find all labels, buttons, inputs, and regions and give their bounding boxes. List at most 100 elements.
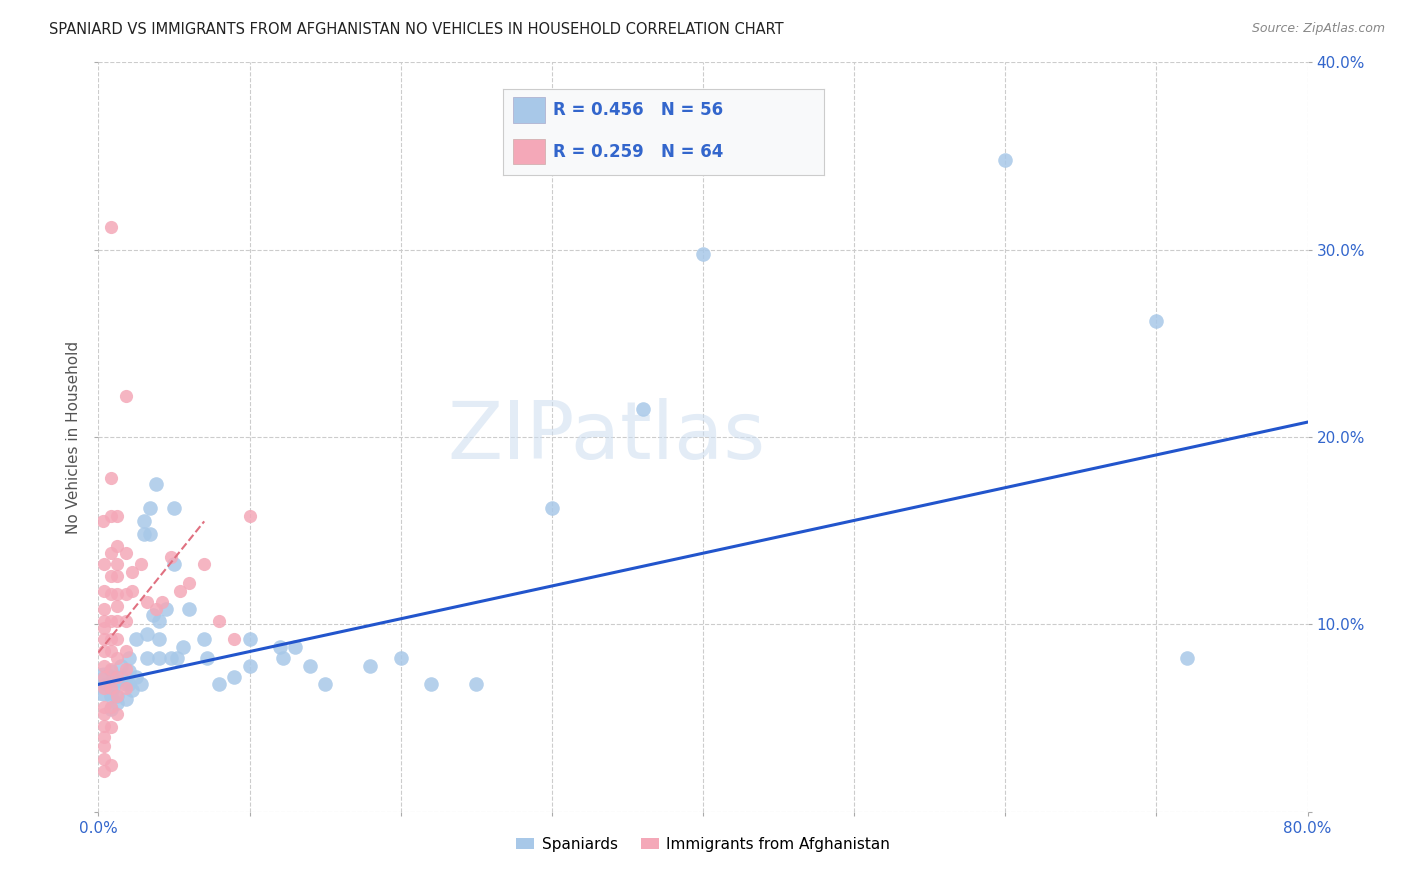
Point [193,558,215,572]
Point [93,752,115,766]
Point [105,568,128,582]
Point [100,721,122,735]
Point [132,514,155,528]
Point [114,389,136,403]
Point [239,658,262,673]
Point [105,632,128,647]
Point [169,583,191,598]
Point [129,558,152,572]
Point [105,651,128,665]
Point [100,699,122,714]
Point [172,640,194,654]
Point [100,632,122,647]
Point [1144,314,1167,328]
Text: ZIPatlas: ZIPatlas [447,398,765,476]
Point [166,651,188,665]
Point [145,602,167,616]
Point [142,608,165,623]
Point [195,651,218,665]
Point [114,614,136,628]
Point [150,595,173,609]
Point [105,689,128,703]
Point [125,670,148,684]
Point [163,501,186,516]
Point [540,501,562,516]
Point [118,651,141,665]
Point [631,401,654,416]
Point [105,539,128,553]
Point [114,587,136,601]
Point [110,658,132,673]
Point [91,514,114,528]
Point [360,658,382,673]
Point [139,501,162,516]
Point [145,476,167,491]
Point [994,153,1017,167]
Point [271,651,294,665]
Text: SPANIARD VS IMMIGRANTS FROM AFGHANISTAN NO VEHICLES IN HOUSEHOLD CORRELATION CHA: SPANIARD VS IMMIGRANTS FROM AFGHANISTAN … [49,22,783,37]
Point [93,583,115,598]
Point [125,632,148,647]
Point [139,527,162,541]
Point [100,643,122,657]
Point [148,651,170,665]
Y-axis label: No Vehicles in Household: No Vehicles in Household [66,341,82,533]
Point [208,677,231,691]
Point [100,681,122,695]
Point [93,602,115,616]
Point [239,632,262,647]
Point [100,758,122,772]
Point [121,683,143,698]
Point [100,587,122,601]
Point [148,614,170,628]
Point [148,632,170,647]
Point [114,546,136,560]
Point [135,626,157,640]
Point [100,664,122,679]
Point [100,471,122,485]
Point [135,595,157,609]
Point [114,677,136,691]
Point [93,658,115,673]
Point [93,558,115,572]
Point [93,643,115,657]
Point [179,602,201,616]
Point [299,658,322,673]
Point [93,621,115,635]
Point [114,662,136,676]
Point [100,689,122,703]
Point [224,670,246,684]
Point [193,632,215,647]
Point [1175,651,1198,665]
Point [105,558,128,572]
Point [163,558,186,572]
Point [179,576,201,591]
Legend: Spaniards, Immigrants from Afghanistan: Spaniards, Immigrants from Afghanistan [509,830,897,858]
Text: Source: ZipAtlas.com: Source: ZipAtlas.com [1251,22,1385,36]
Point [284,640,307,654]
Point [269,640,291,654]
Point [93,730,115,744]
Point [93,677,115,691]
Point [110,670,132,684]
Point [118,677,141,691]
Point [93,614,115,628]
Point [105,689,128,703]
Point [100,568,122,582]
Point [132,527,155,541]
Point [105,508,128,523]
Point [93,707,115,722]
Point [94,677,117,691]
Point [155,602,177,616]
Point [100,662,122,676]
Point [93,681,115,695]
Point [160,651,183,665]
Point [100,508,122,523]
Point [389,651,412,665]
Point [105,673,128,688]
Point [465,677,488,691]
Point [105,614,128,628]
Point [93,739,115,753]
Point [314,677,336,691]
Point [93,718,115,732]
